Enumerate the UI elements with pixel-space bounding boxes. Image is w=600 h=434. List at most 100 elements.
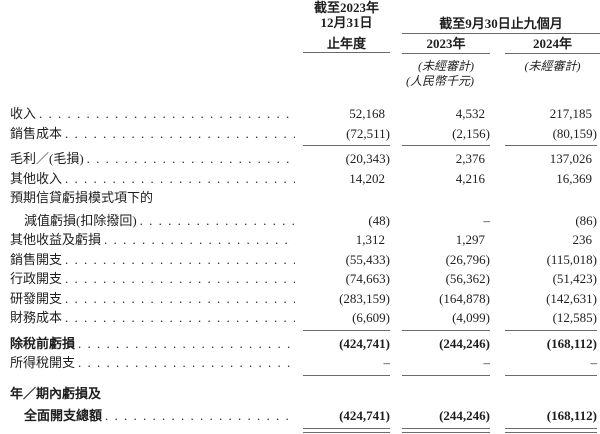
table-row: 銷售開支 (55,433) (26,796) (115,018) <box>0 250 600 270</box>
value-9m2023: – <box>483 212 491 228</box>
row-label: 銷售成本 <box>10 125 63 141</box>
fy2023-header-underline <box>303 52 390 53</box>
table-row: 除稅前虧損 (424,741) (244,246) (168,112) <box>0 334 600 354</box>
row-label-cell: 所得稅開支 <box>10 353 303 373</box>
rule-line <box>303 145 390 146</box>
row-label-cell: 預期信貸虧損模式項下的 <box>10 188 303 208</box>
rule-line <box>505 329 597 331</box>
table-row: 年／期內虧損及 <box>0 379 600 404</box>
dot-leader <box>39 104 295 124</box>
value-9m2023: 4,532 <box>455 106 485 121</box>
value-9m2023: – <box>483 355 491 370</box>
value-fy2023: 52,168 <box>349 106 385 121</box>
dot-leader <box>65 250 295 270</box>
rule-line <box>505 145 597 146</box>
column-2024-underline <box>505 53 600 54</box>
value-fy2023: – <box>383 355 391 370</box>
dot-leader <box>105 406 295 426</box>
value-fy2023: (424,741) <box>339 335 390 351</box>
unaudited-note-2024: (未經審計) <box>524 59 581 73</box>
value-fy2023: (20,343) <box>345 151 390 166</box>
row-label-cell: 銷售成本 <box>10 124 303 144</box>
row-label-cell: 除稅前虧損 <box>10 334 303 354</box>
row-label: 全面開支總額 <box>24 408 103 423</box>
value-fy2023: (48) <box>368 212 390 228</box>
rule-line <box>303 374 390 376</box>
row-label-cell: 行政開支 <box>10 269 303 289</box>
dot-leader <box>140 211 295 231</box>
value-9m2024: 137,026 <box>549 151 592 166</box>
rule-line <box>402 374 490 376</box>
value-9m2024: – <box>590 355 598 370</box>
row-label: 減值虧損(扣除撥回) <box>24 212 137 228</box>
row-label: 其他收入 <box>10 170 63 186</box>
table-row: 所得稅開支 – – – <box>0 353 600 373</box>
value-fy2023: (283,159) <box>339 290 390 306</box>
column-2023-underline <box>402 53 490 54</box>
row-label: 除稅前虧損 <box>10 335 76 351</box>
row-label: 財務成本 <box>10 310 63 325</box>
dot-leader <box>87 149 295 169</box>
column-header-2023: 2023年 <box>426 36 466 51</box>
row-label-cell: 毛利／(毛損) <box>10 149 303 169</box>
row-label-cell: 其他收入 <box>10 169 303 189</box>
row-label: 研發開支 <box>10 290 63 306</box>
dot-leader <box>78 353 295 373</box>
value-fy2023: (74,663) <box>345 271 390 286</box>
fy2023-column-header-line1: 截至2023年 <box>313 0 379 15</box>
value-9m2024: (80,159) <box>552 125 597 141</box>
row-label-cell: 減值虧損(扣除撥回) <box>10 211 303 231</box>
value-fy2023: 14,202 <box>349 170 385 186</box>
dot-leader <box>65 289 295 309</box>
value-9m2023: (56,362) <box>445 271 490 286</box>
value-9m2023: 4,216 <box>455 170 485 186</box>
row-label-cell: 全面開支總額 <box>10 406 303 426</box>
dot-leader <box>65 169 295 189</box>
value-9m2023: (244,246) <box>439 408 490 423</box>
table-row: 財務成本 (6,609) (4,099) (12,585) <box>0 308 600 328</box>
rule-line <box>402 427 490 433</box>
value-9m2023: 1,297 <box>455 232 485 247</box>
table-rule <box>0 328 600 334</box>
value-9m2023: (4,099) <box>452 310 490 325</box>
table-header: 截至2023年 12月31日 止年度 截至9月30日止九個月 2023年 202… <box>0 0 600 104</box>
value-fy2023: 1,312 <box>355 232 385 247</box>
table-body: 收入 52,168 4,532 217,185 銷售成本 (72,511) (2… <box>0 104 600 434</box>
value-9m2023: (2,156) <box>452 125 490 141</box>
table-row: 銷售成本 (72,511) (2,156) (80,159) <box>0 124 600 144</box>
row-label-cell: 其他收益及虧損 <box>10 230 303 250</box>
row-label: 預期信貸虧損模式項下的 <box>10 190 154 205</box>
table-row: 毛利／(毛損) (20,343) 2,376 137,026 <box>0 149 600 169</box>
dot-leader <box>65 269 295 289</box>
dot-leader <box>78 334 295 354</box>
value-9m2023: (244,246) <box>439 335 490 351</box>
row-label-cell: 收入 <box>10 104 303 124</box>
table-row: 預期信貸虧損模式項下的 <box>0 188 600 208</box>
row-label-cell: 財務成本 <box>10 308 303 328</box>
row-label: 行政開支 <box>10 271 63 286</box>
rule-line <box>505 374 597 376</box>
rule-line <box>505 427 597 433</box>
row-label-cell: 銷售開支 <box>10 250 303 270</box>
table-row: 行政開支 (74,663) (56,362) (51,423) <box>0 269 600 289</box>
period-group-underline <box>402 33 600 34</box>
rule-line <box>402 145 490 146</box>
table-row: 其他收入 14,202 4,216 16,369 <box>0 169 600 189</box>
value-9m2023: 2,376 <box>455 151 485 166</box>
value-9m2024: (51,423) <box>552 271 597 286</box>
value-9m2024: (86) <box>575 212 597 228</box>
rule-line <box>303 329 390 331</box>
table-rule <box>0 373 600 379</box>
table-row: 研發開支 (283,159) (164,878) (142,631) <box>0 289 600 309</box>
row-label-cell: 年／期內虧損及 <box>10 384 303 404</box>
row-label: 收入 <box>10 106 37 121</box>
value-9m2024: (168,112) <box>546 408 597 423</box>
row-label: 毛利／(毛損) <box>10 151 84 166</box>
table-double-rule <box>0 426 600 434</box>
row-label: 銷售開支 <box>10 251 63 267</box>
table-row: 其他收益及虧損 1,312 1,297 236 <box>0 230 600 250</box>
dot-leader <box>65 308 295 328</box>
fy2023-column-header-line2: 12月31日 <box>320 15 373 30</box>
fy2023-column-header-line3: 止年度 <box>326 36 366 51</box>
rule-line <box>303 427 390 433</box>
